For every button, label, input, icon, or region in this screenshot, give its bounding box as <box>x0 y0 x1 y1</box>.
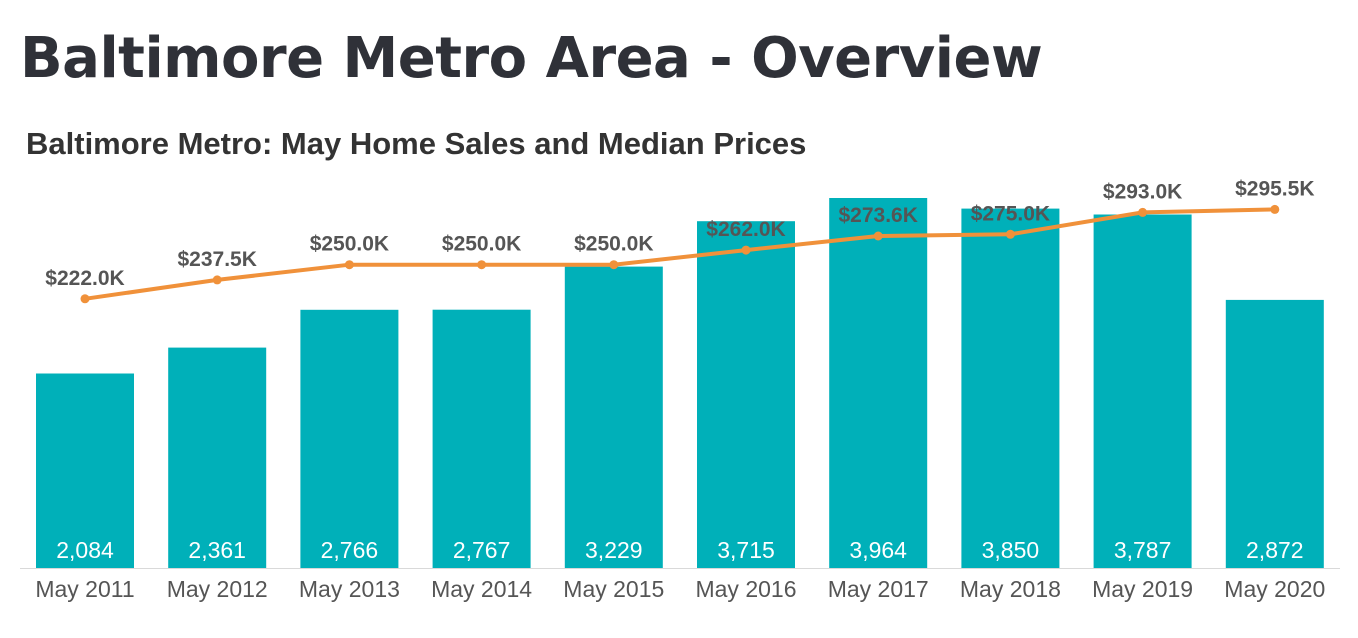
sales-value-label: 3,715 <box>717 537 775 563</box>
median-price-label: $262.0K <box>706 218 785 241</box>
x-tick-label: May 2019 <box>1092 576 1193 602</box>
median-price-label: $275.0K <box>971 202 1050 225</box>
x-tick-label: May 2017 <box>828 576 929 602</box>
page-title: Baltimore Metro Area - Overview <box>20 26 1043 91</box>
median-price-label: $250.0K <box>442 233 521 256</box>
median-price-label: $222.0K <box>45 267 124 290</box>
sales-bar <box>564 266 663 568</box>
median-price-label: $250.0K <box>574 233 653 256</box>
sales-bar <box>1093 214 1192 568</box>
chart-title: Baltimore Metro: May Home Sales and Medi… <box>26 126 807 161</box>
sales-value-label: 3,229 <box>585 537 643 563</box>
median-price-point <box>873 231 883 241</box>
median-price-point <box>1138 207 1148 217</box>
sales-bar <box>1225 299 1324 568</box>
sales-value-label: 3,850 <box>982 537 1040 563</box>
x-tick-label: May 2012 <box>167 576 268 602</box>
median-price-label: $293.0K <box>1103 180 1182 203</box>
sales-bar <box>168 347 267 568</box>
sales-value-label: 2,872 <box>1246 537 1304 563</box>
sales-bar <box>697 221 795 568</box>
median-price-point <box>344 260 354 270</box>
bars-layer: 2,084 2,361 2,766 2,767 3,229 3,715 3,964 3,850… <box>36 198 1324 568</box>
median-price-point <box>609 260 619 270</box>
median-price-label: $237.5K <box>177 248 256 271</box>
x-tick-label: May 2011 <box>35 576 134 602</box>
median-price-point <box>80 294 90 304</box>
sales-value-label: 2,084 <box>56 537 114 563</box>
median-price-point <box>477 260 487 270</box>
median-price-label: $273.6K <box>838 204 917 227</box>
x-tick-label: May 2016 <box>695 576 796 602</box>
x-tick-labels: May 2011 May 2012 May 2013 May 2014 May 2015… <box>35 576 1325 602</box>
x-tick-label: May 2015 <box>563 576 664 602</box>
sales-value-label: 2,767 <box>453 537 511 563</box>
sales-value-label: 2,766 <box>321 537 379 563</box>
sales-bar <box>36 373 134 568</box>
x-tick-label: May 2018 <box>960 576 1061 602</box>
median-price-label: $250.0K <box>310 233 389 256</box>
median-price-point <box>1270 204 1280 214</box>
median-price-label: $295.5K <box>1235 177 1314 200</box>
x-tick-label: May 2013 <box>299 576 400 602</box>
median-price-point <box>1005 229 1015 239</box>
sales-value-label: 3,964 <box>849 537 907 563</box>
median-price-labels: $222.0K $237.5K $250.0K $250.0K $250.0K $262.… <box>45 177 1314 289</box>
sales-value-label: 3,787 <box>1114 537 1172 563</box>
sales-bar <box>961 208 1060 568</box>
x-tick-label: May 2014 <box>431 576 532 602</box>
median-price-point <box>212 275 222 285</box>
median-price-line <box>83 207 1277 301</box>
median-price-point <box>741 245 751 255</box>
sales-bar <box>300 309 399 568</box>
x-tick-label: May 2020 <box>1224 576 1325 602</box>
sales-bar <box>829 198 928 568</box>
sales-value-label: 2,361 <box>188 537 246 563</box>
median-price-line-layer <box>80 204 1280 304</box>
sales-bar <box>432 309 531 568</box>
